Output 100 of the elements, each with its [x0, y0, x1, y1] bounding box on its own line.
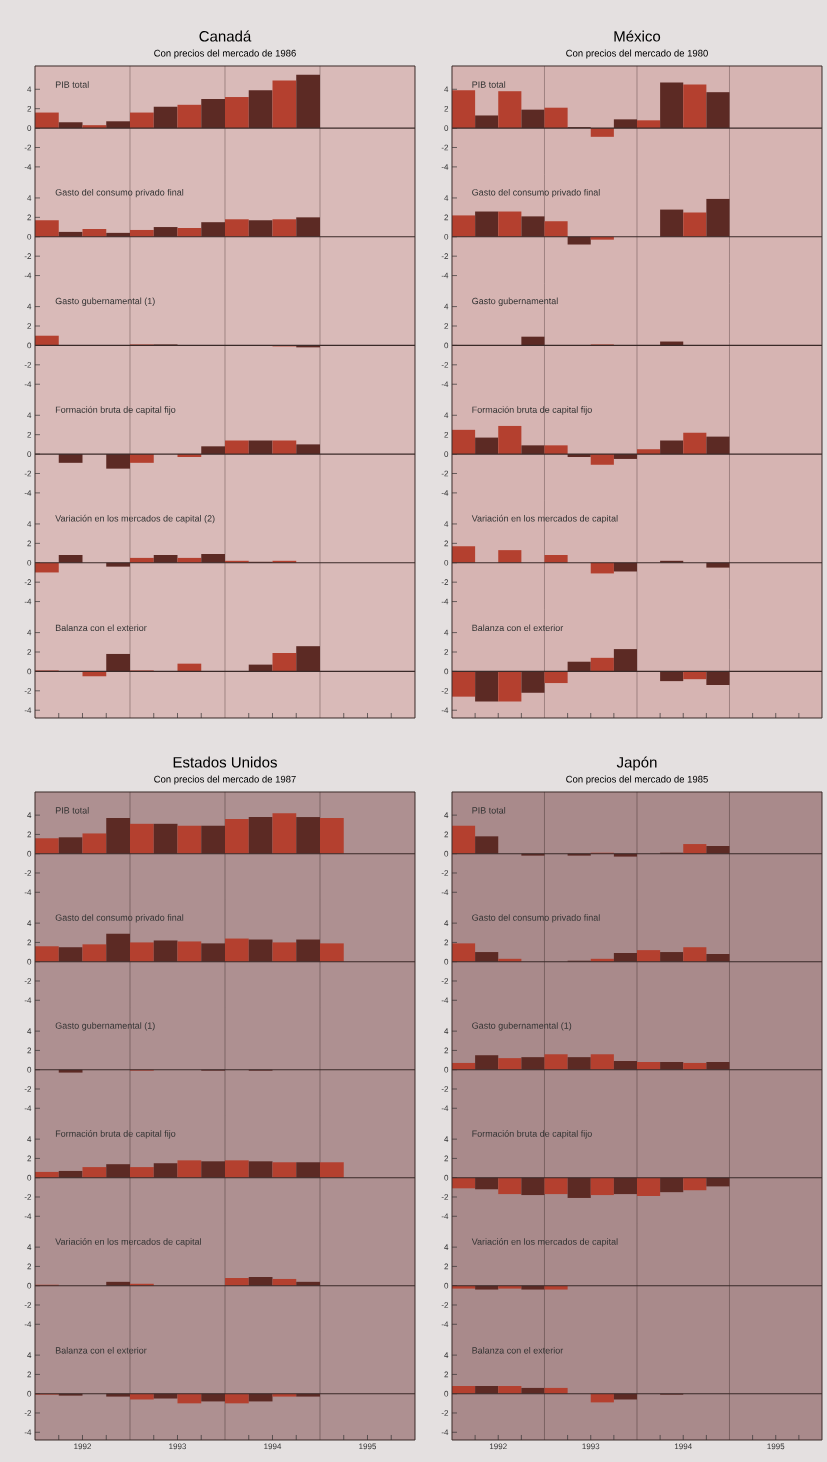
annotation: Variación en los mercados de capital (2) [55, 514, 215, 524]
y-tick-label: 4 [444, 195, 449, 201]
y-tick-label: 2 [444, 1371, 449, 1378]
x-tick-label: 1992 [489, 1443, 507, 1450]
annotation: Gasto gubernamental (1) [55, 1022, 155, 1031]
y-tick-label: 4 [444, 1244, 449, 1250]
annotation: PIB total [472, 81, 506, 88]
y-tick-label: 4 [27, 1244, 32, 1250]
y-tick-label: -4 [441, 1213, 449, 1220]
y-tick-label: 2 [27, 1155, 32, 1162]
y-tick-label: 2 [444, 214, 449, 221]
y-tick-label: -4 [24, 889, 32, 896]
y-tick-label: 2 [27, 1371, 32, 1378]
y-tick-label: -4 [441, 490, 449, 496]
y-tick-label: -2 [24, 1410, 32, 1416]
annotation: Variación en los mercados de capital [55, 1238, 201, 1247]
y-tick-label: -4 [24, 997, 32, 1004]
y-tick-label: 0 [27, 1174, 32, 1181]
y-tick-label: 0 [27, 125, 32, 131]
chart-subtitle: Con precios del mercado de 1987 [154, 775, 296, 785]
y-tick-label: -4 [441, 272, 449, 279]
y-tick-label: 0 [27, 1390, 32, 1397]
y-tick-label: -4 [441, 707, 449, 713]
annotation: Gasto del consumo privado final [55, 914, 184, 923]
y-tick-label: 2 [27, 540, 32, 547]
y-tick-label: -2 [24, 470, 32, 477]
y-tick-label: 0 [27, 958, 32, 965]
y-tick-label: 2 [27, 1047, 32, 1054]
y-tick-label: 0 [444, 1390, 449, 1397]
y-tick-label: -4 [441, 1429, 449, 1436]
y-tick-label: 4 [444, 86, 449, 93]
y-tick-label: 0 [27, 850, 32, 857]
chart-title: Canadá [199, 30, 252, 42]
y-tick-label: 4 [27, 521, 32, 527]
y-tick-label: 2 [444, 540, 449, 547]
x-tick-label: 1993 [169, 1443, 187, 1450]
x-tick-label: 1994 [674, 1443, 692, 1450]
y-tick-label: -2 [24, 870, 32, 876]
y-tick-label: 4 [444, 920, 449, 926]
y-tick-label: 0 [444, 668, 449, 675]
annotation: Gasto del consumo privado final [472, 188, 600, 198]
y-tick-label: 0 [444, 1174, 449, 1181]
x-tick-label: 1995 [359, 1443, 377, 1450]
annotation: Variación en los mercados de capital [471, 514, 618, 524]
y-tick-label: 0 [27, 559, 32, 566]
annotation: Balanza con el exterior [472, 624, 564, 632]
y-tick-label: -4 [441, 381, 449, 387]
y-tick-label: -4 [441, 1105, 449, 1112]
y-tick-label: 4 [27, 86, 32, 93]
y-tick-label: 4 [27, 195, 32, 201]
y-tick-label: 2 [444, 1155, 449, 1162]
y-tick-label: 2 [27, 831, 32, 838]
y-tick-label: -2 [24, 253, 32, 259]
y-tick-label: 4 [27, 412, 32, 419]
y-tick-label: -2 [441, 688, 449, 694]
y-tick-label: 0 [444, 958, 449, 965]
x-tick-label: 1995 [767, 1443, 785, 1450]
annotation: Balanza con el exterior [472, 1347, 564, 1354]
y-tick-label: -2 [24, 1086, 32, 1092]
y-tick-label: 0 [444, 233, 449, 240]
annotation: Formación bruta de capital fijo [55, 1130, 176, 1139]
y-tick-label: 0 [444, 451, 449, 457]
annotation: Gasto del consumo privado final [55, 188, 184, 198]
y-tick-label: -2 [24, 579, 32, 585]
y-tick-label: 2 [27, 323, 32, 329]
y-tick-label: -2 [441, 579, 449, 585]
y-tick-label: 0 [444, 1066, 449, 1073]
y-tick-label: 2 [444, 323, 449, 329]
y-tick-label: -2 [24, 144, 32, 151]
y-tick-label: -4 [441, 889, 449, 896]
y-tick-label: -4 [24, 707, 32, 713]
chart-title: Japón [616, 756, 657, 771]
y-tick-label: 2 [27, 431, 32, 438]
annotation: Gasto gubernamental (1) [55, 297, 155, 306]
y-tick-label: 4 [444, 1136, 449, 1142]
y-tick-label: -2 [441, 1410, 449, 1416]
y-tick-label: -2 [441, 362, 449, 368]
y-tick-label: 2 [27, 105, 32, 112]
y-tick-label: 2 [444, 649, 449, 655]
y-tick-label: 2 [444, 105, 449, 112]
y-tick-label: 0 [27, 668, 32, 675]
y-tick-label: -2 [24, 978, 32, 984]
y-tick-label: -4 [24, 1105, 32, 1112]
chart-title: México [614, 30, 661, 42]
y-tick-label: 0 [444, 125, 449, 131]
y-tick-label: -2 [441, 144, 449, 151]
y-tick-label: -4 [441, 997, 449, 1004]
y-tick-label: 4 [444, 1352, 449, 1358]
y-tick-label: 4 [27, 303, 32, 310]
y-tick-label: 2 [27, 649, 32, 655]
y-tick-label: -2 [24, 1194, 32, 1200]
annotation: Balanza con el exterior [55, 624, 147, 632]
annotation: PIB total [55, 807, 89, 814]
y-tick-label: -2 [441, 978, 449, 984]
y-tick-label: -2 [24, 1302, 32, 1308]
y-tick-label: 2 [444, 431, 449, 438]
y-tick-label: -2 [24, 688, 32, 694]
y-tick-label: 4 [27, 1028, 32, 1034]
y-tick-label: 4 [444, 629, 449, 636]
y-tick-label: -4 [24, 1213, 32, 1220]
